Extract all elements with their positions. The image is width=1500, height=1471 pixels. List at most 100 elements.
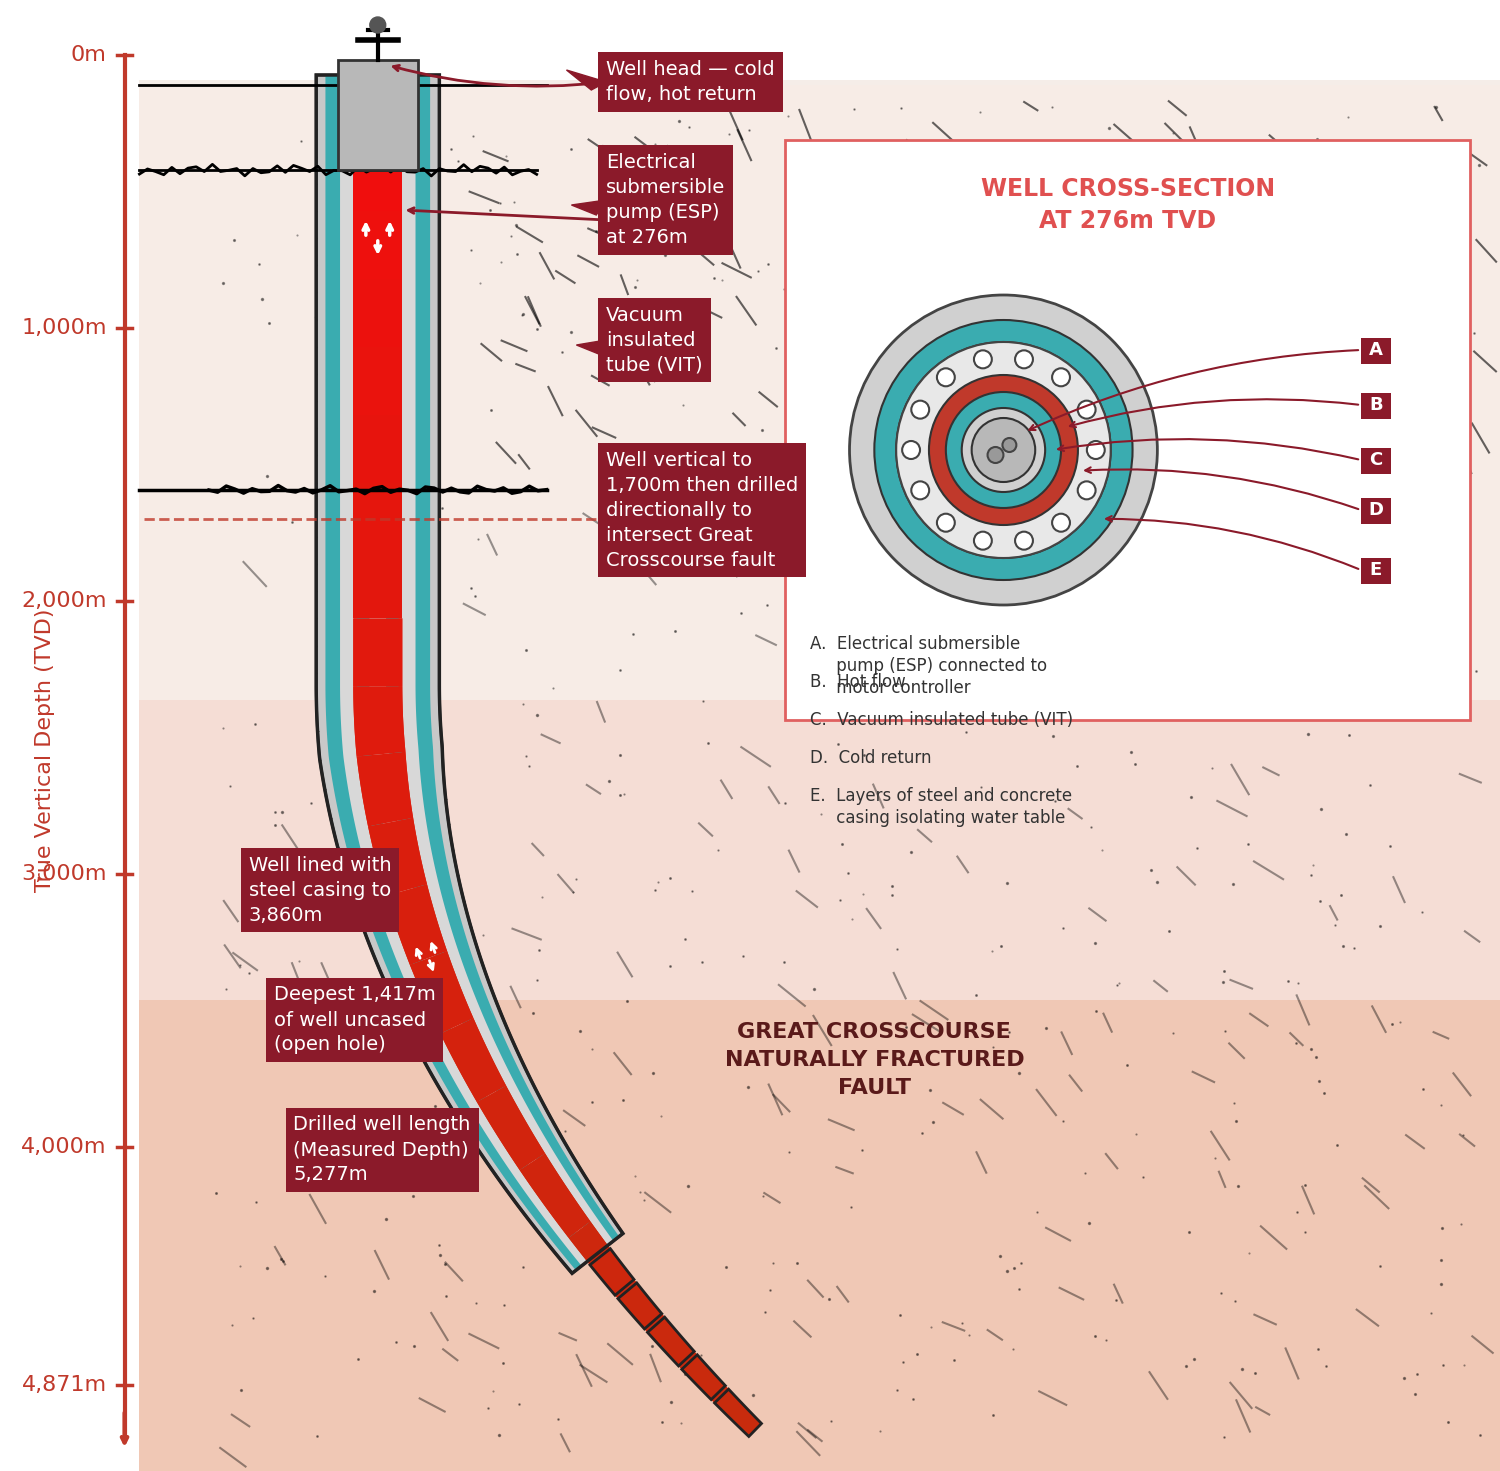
Polygon shape	[624, 1290, 701, 1372]
Polygon shape	[352, 143, 402, 210]
Polygon shape	[357, 752, 413, 827]
Polygon shape	[352, 685, 405, 756]
Text: C.  Vacuum insulated tube (VIT): C. Vacuum insulated tube (VIT)	[810, 710, 1072, 730]
Circle shape	[1088, 441, 1104, 459]
Text: A.  Electrical submersible
     pump (ESP) connected to
     motor controller: A. Electrical submersible pump (ESP) con…	[810, 635, 1047, 697]
Text: D.  Cold return: D. Cold return	[810, 749, 932, 766]
Polygon shape	[352, 347, 402, 415]
Polygon shape	[352, 415, 402, 482]
Bar	[784, 140, 1470, 719]
Bar	[140, 85, 1500, 700]
Circle shape	[874, 321, 1132, 580]
Polygon shape	[624, 1290, 701, 1372]
Polygon shape	[352, 210, 402, 279]
Polygon shape	[316, 75, 622, 1274]
Polygon shape	[368, 818, 428, 896]
Text: 4,000m: 4,000m	[21, 1137, 106, 1158]
Polygon shape	[374, 75, 600, 1255]
Polygon shape	[618, 1283, 662, 1328]
Text: B: B	[1370, 396, 1383, 413]
Polygon shape	[352, 75, 402, 143]
Polygon shape	[352, 618, 402, 687]
Polygon shape	[352, 415, 402, 482]
Polygon shape	[368, 818, 428, 896]
Circle shape	[987, 447, 1004, 463]
Text: 4,871m: 4,871m	[21, 1375, 106, 1395]
Bar	[1360, 338, 1390, 363]
Circle shape	[902, 441, 920, 459]
Polygon shape	[590, 1249, 634, 1296]
Polygon shape	[477, 1086, 544, 1169]
Text: 0m: 0m	[70, 46, 106, 65]
Circle shape	[1052, 368, 1070, 387]
Polygon shape	[352, 482, 402, 550]
Bar	[338, 60, 417, 171]
Text: True Vertical Depth (TVD): True Vertical Depth (TVD)	[34, 608, 56, 891]
Polygon shape	[441, 1018, 506, 1102]
Text: Well vertical to
1,700m then drilled
directionally to
intersect Great
Crosscours: Well vertical to 1,700m then drilled dir…	[606, 450, 798, 569]
Polygon shape	[326, 75, 620, 1271]
Text: Well lined with
steel casing to
3,860m: Well lined with steel casing to 3,860m	[249, 856, 392, 924]
Bar	[1360, 558, 1390, 584]
Text: Drilled well length
(Measured Depth)
5,277m: Drilled well length (Measured Depth) 5,2…	[294, 1115, 471, 1184]
Polygon shape	[572, 200, 606, 215]
Polygon shape	[369, 75, 602, 1256]
Bar	[1360, 393, 1390, 419]
Text: Vacuum
insulated
tube (VIT): Vacuum insulated tube (VIT)	[606, 306, 703, 375]
Text: 2,000m: 2,000m	[21, 591, 106, 610]
Circle shape	[912, 481, 928, 499]
Circle shape	[896, 341, 1110, 558]
Polygon shape	[357, 75, 606, 1261]
Polygon shape	[352, 685, 405, 756]
Text: 3,000m: 3,000m	[21, 863, 106, 884]
Polygon shape	[568, 1221, 642, 1305]
Polygon shape	[352, 618, 402, 687]
Text: WELL CROSS-SECTION
AT 276m TVD: WELL CROSS-SECTION AT 276m TVD	[981, 177, 1275, 232]
Polygon shape	[386, 884, 447, 965]
Circle shape	[912, 400, 928, 419]
Bar	[140, 1000, 1500, 1471]
Circle shape	[938, 368, 956, 387]
Polygon shape	[714, 1389, 762, 1437]
Circle shape	[849, 296, 1158, 605]
Text: Well head — cold
flow, hot return: Well head — cold flow, hot return	[606, 60, 776, 104]
Text: 1,000m: 1,000m	[21, 318, 106, 338]
Circle shape	[1002, 438, 1017, 452]
Polygon shape	[352, 482, 402, 550]
Circle shape	[962, 407, 1046, 491]
Circle shape	[1016, 531, 1034, 550]
Circle shape	[938, 513, 956, 531]
Bar	[140, 502, 1500, 1471]
Polygon shape	[441, 1018, 506, 1102]
Circle shape	[972, 418, 1035, 482]
Polygon shape	[352, 210, 402, 279]
Text: GREAT CROSSCOURSE
NATURALLY FRACTURED
FAULT: GREAT CROSSCOURSE NATURALLY FRACTURED FA…	[724, 1022, 1024, 1097]
Circle shape	[974, 350, 992, 368]
Polygon shape	[352, 279, 402, 347]
Polygon shape	[352, 75, 402, 143]
Text: E: E	[1370, 560, 1382, 580]
Circle shape	[896, 341, 1110, 558]
Polygon shape	[681, 1355, 726, 1399]
Text: C: C	[1370, 452, 1383, 469]
Polygon shape	[340, 75, 614, 1267]
Polygon shape	[386, 884, 447, 965]
Polygon shape	[352, 143, 402, 210]
Text: B.  Hot flow: B. Hot flow	[810, 674, 906, 691]
Circle shape	[946, 391, 1060, 507]
Polygon shape	[686, 1358, 762, 1437]
Text: E.  Layers of steel and concrete
     casing isolating water table: E. Layers of steel and concrete casing i…	[810, 787, 1072, 827]
Text: D: D	[1368, 502, 1383, 519]
Polygon shape	[568, 1221, 642, 1305]
Polygon shape	[519, 1153, 591, 1237]
Bar	[140, 700, 1500, 1000]
Circle shape	[1016, 350, 1034, 368]
Circle shape	[1077, 481, 1095, 499]
Polygon shape	[519, 1153, 591, 1237]
Polygon shape	[352, 550, 402, 618]
Polygon shape	[352, 550, 402, 618]
Polygon shape	[357, 752, 413, 827]
Circle shape	[928, 375, 1078, 525]
Polygon shape	[352, 347, 402, 415]
Polygon shape	[686, 1358, 762, 1437]
